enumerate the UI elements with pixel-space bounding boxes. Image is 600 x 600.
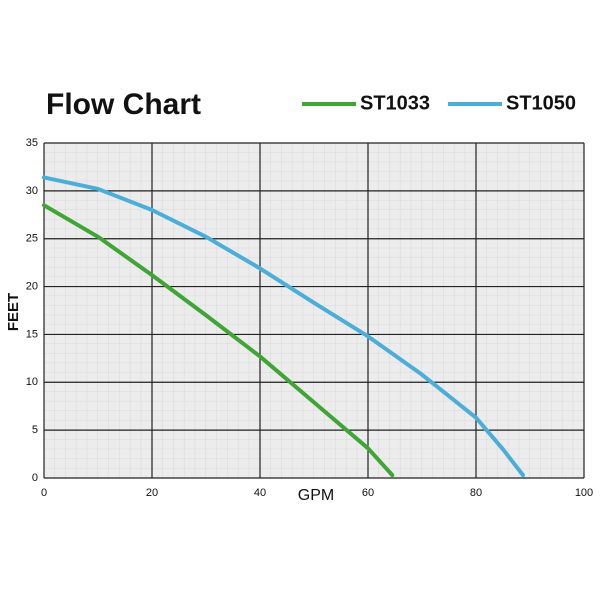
x-tick-label: 0 [41, 487, 47, 499]
x-tick-label: 60 [362, 487, 374, 499]
x-tick-label: 40 [254, 487, 266, 499]
x-tick-label: 80 [470, 487, 482, 499]
y-tick-label: 20 [26, 280, 38, 292]
series-line [42, 203, 395, 478]
minor-grid [44, 143, 584, 478]
y-tick-label: 10 [26, 376, 38, 388]
y-tick-label: 25 [26, 233, 38, 245]
y-axis-label: FEET [5, 293, 22, 331]
x-tick-label: 100 [575, 487, 593, 499]
legend-label: ST1050 [506, 92, 576, 114]
y-tick-label: 30 [26, 185, 38, 197]
legend-label: ST1033 [360, 92, 430, 114]
chart-title: Flow Chart [46, 88, 201, 121]
y-tick-label: 35 [26, 137, 38, 149]
y-tick-label: 15 [26, 328, 38, 340]
series-line [42, 175, 525, 478]
x-axis-label: GPM [298, 487, 334, 504]
y-tick-label: 5 [32, 424, 38, 436]
y-tick-label: 0 [32, 472, 38, 484]
x-tick-label: 20 [146, 487, 158, 499]
